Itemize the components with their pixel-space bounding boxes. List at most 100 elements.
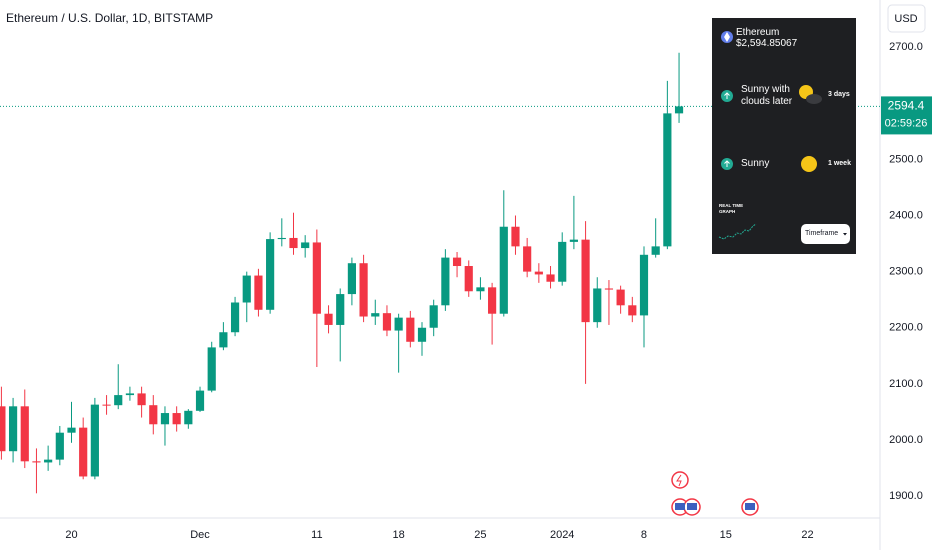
x-tick-label: 22: [801, 529, 813, 541]
candle-body: [102, 404, 111, 406]
event-icon[interactable]: [671, 471, 689, 489]
candle-body: [464, 266, 473, 292]
candle-body: [558, 241, 567, 282]
candle-body: [663, 113, 672, 247]
chart-title: Ethereum / U.S. Dollar, 1D, BITSTAMP: [6, 11, 214, 25]
y-tick-label: 1900.0: [889, 490, 923, 502]
up-glyph: [724, 160, 730, 167]
x-tick-label: 8: [641, 529, 647, 541]
candle-body: [476, 287, 485, 292]
up-glyph: [724, 92, 730, 99]
candle-body: [359, 263, 368, 317]
candle-body: [137, 393, 146, 406]
candle-body: [336, 294, 345, 325]
y-tick-label: 2500.0: [889, 153, 923, 165]
candle-body: [266, 239, 275, 310]
timeframe-button[interactable]: [801, 224, 850, 244]
coin-price: $2,594.85067: [736, 38, 798, 49]
flag: [687, 503, 697, 510]
candle-body: [651, 246, 660, 255]
y-tick-label: 2000.0: [889, 434, 923, 446]
last-price-tag: [881, 96, 932, 135]
candle-body: [125, 393, 135, 396]
candle-body: [8, 406, 18, 452]
candle-body: [20, 406, 29, 462]
forecast-text: Sunny: [741, 158, 770, 169]
candle-body: [593, 288, 602, 323]
x-tick-label: 20: [65, 529, 77, 541]
candle-body: [79, 427, 88, 477]
candle-body: [277, 237, 286, 240]
candle-body: [114, 395, 123, 406]
candle-body: [616, 289, 625, 306]
coin-name: Ethereum: [736, 27, 780, 38]
candle-body: [488, 287, 497, 314]
timeframe-label[interactable]: Timeframe: [805, 230, 839, 237]
candle-body: [371, 313, 380, 317]
cloud: [806, 94, 822, 104]
candle-body: [604, 288, 614, 290]
candle-body: [254, 275, 263, 310]
x-tick-label: 25: [474, 529, 486, 541]
candle-body: [324, 313, 333, 325]
candle-body: [581, 239, 590, 323]
x-tick-label: Dec: [190, 529, 210, 541]
candle-body: [44, 459, 53, 463]
candle-body: [406, 317, 415, 342]
event-icons: [671, 471, 759, 516]
candle-body: [67, 427, 76, 433]
x-tick-label: 2024: [550, 529, 574, 541]
event-icon-glyph: [676, 474, 682, 487]
candle-body: [499, 226, 508, 314]
candle-body: [674, 106, 684, 114]
candle-body: [639, 254, 649, 316]
candle-body: [0, 406, 6, 452]
currency[interactable]: USD: [894, 13, 917, 25]
candle-body: [301, 242, 310, 249]
y-tick-label: 2700.0: [889, 41, 923, 53]
candle-body: [441, 257, 450, 306]
candle-body: [32, 461, 41, 463]
candle-body: [429, 305, 438, 328]
countdown: 02:59:26: [885, 117, 928, 129]
candle-body: [569, 239, 578, 242]
candle-body: [160, 413, 170, 425]
candle-body: [382, 313, 392, 331]
candle-body: [417, 327, 427, 342]
candle-body: [195, 390, 205, 411]
candle-body: [149, 405, 158, 425]
candle-body: [289, 237, 298, 249]
x-tick-label: 18: [393, 529, 405, 541]
currency-button[interactable]: [887, 4, 926, 33]
candle-body: [546, 274, 555, 282]
candle-body: [452, 257, 462, 267]
candle-body: [207, 347, 216, 391]
candle-body: [55, 432, 64, 460]
eth-glyph: [724, 32, 730, 42]
candle-body: [242, 275, 251, 303]
flag: [745, 503, 755, 510]
y-tick-label: 2400.0: [889, 209, 923, 221]
candle-body: [534, 271, 543, 275]
graph-label: REAL TIME: [719, 203, 744, 208]
y-tick-label: 2300.0: [889, 266, 923, 278]
forecast-period: 3 days: [828, 91, 850, 98]
candle-body: [172, 413, 181, 425]
flag: [675, 503, 685, 510]
graph-label: GRAPH: [719, 209, 736, 214]
y-tick-label: 2200.0: [889, 322, 923, 334]
candle-body: [628, 305, 637, 316]
widget-graphics: [718, 31, 850, 244]
candle-body: [347, 263, 356, 295]
candle-body: [90, 404, 99, 477]
candle-body: [511, 226, 520, 247]
forecast-text: Sunny with clouds later: [741, 84, 793, 107]
last-price-label: 2594.4: [888, 99, 925, 113]
forecast-widget: Ethereum $2,594.85067 Sunny with clouds …: [712, 18, 856, 254]
candle-body: [230, 302, 240, 333]
y-tick-label: 2100.0: [889, 378, 923, 390]
candle-body: [312, 242, 321, 314]
candle-body: [219, 332, 228, 348]
forecast-period: 1 week: [828, 160, 851, 167]
